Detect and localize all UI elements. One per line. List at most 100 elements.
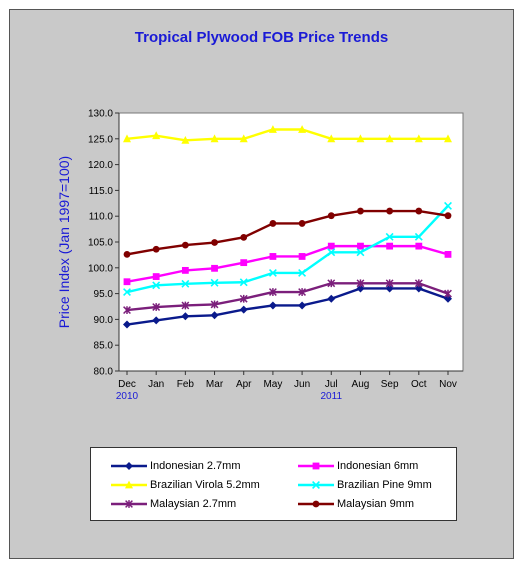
data-point [152, 281, 161, 290]
legend-label: Indonesian 2.7mm [150, 460, 241, 472]
data-point [298, 220, 306, 227]
data-point [327, 294, 336, 303]
data-point [385, 232, 394, 241]
y-tick-label: 115.0 [89, 186, 114, 197]
legend-label: Malaysian 9mm [337, 498, 415, 510]
data-point [123, 306, 131, 315]
legend: Indonesian 2.7mm Indonesian 6mm Brazilian … [90, 447, 457, 521]
series-3 [123, 201, 452, 297]
legend-marker [312, 500, 320, 508]
legend-marker [312, 481, 320, 489]
plot-background [118, 112, 464, 372]
legend-label: Indonesian 6mm [337, 460, 419, 472]
series-0 [123, 284, 452, 329]
series-line [126, 287, 449, 326]
legend-marker [125, 500, 133, 508]
data-point [385, 284, 394, 293]
series-line [126, 128, 448, 142]
legend-item: Indonesian 2.7mm [109, 458, 241, 474]
data-point [444, 289, 452, 298]
chart-title: Tropical Plywood FOB Price Trends [134, 29, 389, 46]
x-tick-label: Jun [294, 379, 310, 390]
data-point [211, 239, 218, 246]
series-1 [123, 242, 452, 286]
series-line [126, 282, 449, 312]
x-tick-label: May [263, 379, 282, 390]
data-point [152, 245, 160, 253]
legend-item: Indonesian 6mm [296, 458, 418, 474]
y-tick-label: 120.0 [88, 160, 113, 171]
data-point [181, 266, 189, 274]
x-tick-label: Oct [411, 379, 427, 390]
x-tick-label: Nov [439, 379, 457, 390]
legend-label: Brazilian Virola 5.2mm [150, 479, 260, 491]
y-tick-label: 125.0 [88, 134, 113, 145]
data-point [298, 301, 307, 310]
series-line [126, 244, 449, 283]
data-point [239, 278, 248, 287]
series-5 [123, 207, 452, 258]
legend-swatch [111, 480, 147, 489]
legend-swatch [298, 462, 334, 470]
plot-area: 80.0 85.0 90.0 95.0 100.0 105.0 110.0 115.0 120.… [56, 109, 464, 402]
y-tick-label: 80.0 [94, 367, 114, 378]
data-point [210, 134, 219, 143]
data-point [356, 134, 365, 143]
data-point [414, 134, 423, 143]
x-tick-label: Sep [381, 379, 399, 390]
x-tick-label: Feb [177, 379, 195, 390]
data-point [210, 300, 219, 309]
data-point [385, 279, 394, 288]
series-line [126, 205, 449, 294]
legend-item: Malaysian 2.7mm [109, 496, 236, 512]
data-point [123, 250, 131, 258]
data-point [386, 207, 394, 215]
legend-marker [125, 480, 133, 489]
data-point [444, 212, 452, 220]
legend-label: Malaysian 2.7mm [150, 498, 237, 510]
legend-swatch [298, 500, 334, 508]
x-tick-label: Mar [206, 379, 224, 390]
data-point [239, 294, 248, 303]
data-point [327, 212, 335, 220]
data-point [152, 316, 161, 325]
x-year-label: 2010 [116, 391, 139, 402]
legend-swatch [298, 481, 334, 489]
data-point [181, 241, 189, 249]
legend-marker [125, 462, 133, 470]
data-point [181, 301, 190, 310]
y-tick-label: 85.0 [94, 341, 114, 352]
y-tick-label: 110.0 [89, 212, 114, 223]
x-tick-label: Jul [325, 379, 338, 390]
y-tick-label: 90.0 [94, 315, 114, 326]
data-point [357, 242, 364, 250]
data-point [123, 134, 131, 143]
legend-marker [312, 462, 320, 470]
data-point [415, 242, 423, 250]
data-point [211, 264, 218, 272]
data-point [123, 320, 131, 329]
data-point [444, 201, 452, 210]
data-point [415, 207, 423, 215]
data-point [414, 284, 423, 293]
data-point [356, 279, 365, 288]
data-point [268, 288, 277, 296]
data-point [181, 312, 190, 321]
x-tick-label: Dec [118, 379, 136, 390]
legend-item: Malaysian 9mm [296, 496, 414, 512]
data-point [356, 284, 365, 293]
data-point [152, 303, 161, 311]
data-point [268, 268, 277, 277]
data-point [181, 279, 190, 288]
data-point [269, 220, 277, 227]
x-tick-label: Aug [352, 379, 370, 390]
legend-item: Brazilian Virola 5.2mm [109, 477, 260, 493]
data-point [298, 288, 307, 296]
data-point [210, 311, 219, 320]
data-point [269, 253, 277, 260]
series-line [126, 209, 449, 256]
y-tick-label: 105.0 [88, 238, 113, 249]
y-tick-label: 130.0 [88, 109, 113, 120]
data-point [386, 242, 394, 250]
data-point [239, 134, 248, 143]
